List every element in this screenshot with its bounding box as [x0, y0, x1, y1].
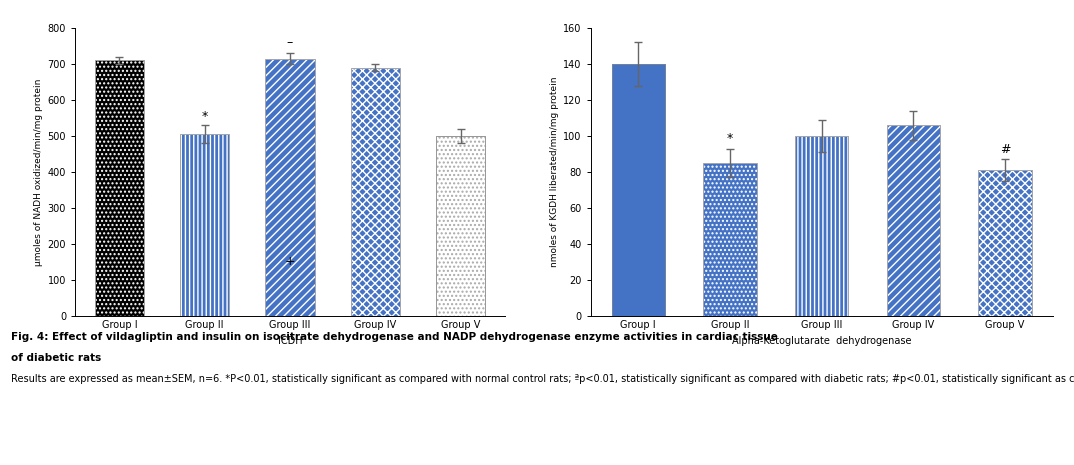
Bar — [350, 67, 400, 316]
Text: –: – — [287, 37, 293, 50]
Text: +: + — [285, 254, 295, 267]
X-axis label: ICDH: ICDH — [278, 336, 302, 346]
Bar — [612, 64, 665, 316]
Bar — [350, 67, 400, 316]
Bar — [703, 163, 756, 316]
Bar — [95, 60, 144, 316]
Bar — [703, 163, 756, 316]
X-axis label: Alpha-Ketoglutarate  dehydrogenase: Alpha-Ketoglutarate dehydrogenase — [731, 336, 912, 346]
Bar — [180, 134, 230, 316]
Bar — [612, 64, 665, 316]
Text: #: # — [1000, 143, 1011, 156]
Text: Results are expressed as mean±SEM, n=6. *P<0.01, statistically significant as co: Results are expressed as mean±SEM, n=6. … — [11, 374, 1074, 385]
Bar — [95, 60, 144, 316]
Bar — [795, 136, 848, 316]
Text: Fig. 4: Effect of vildagliptin and insulin on isocitrate dehydrogenase and NADP : Fig. 4: Effect of vildagliptin and insul… — [11, 332, 778, 343]
Bar — [265, 59, 315, 316]
Bar — [436, 136, 485, 316]
Text: of diabetic rats: of diabetic rats — [11, 353, 101, 364]
Y-axis label: nmoles of KGDH liberated/min/mg protein: nmoles of KGDH liberated/min/mg protein — [550, 77, 558, 267]
Bar — [795, 136, 848, 316]
Y-axis label: μmoles of NADH oxidized/min/mg protein: μmoles of NADH oxidized/min/mg protein — [34, 79, 43, 266]
Text: *: * — [202, 110, 208, 123]
Bar — [978, 170, 1031, 316]
Text: *: * — [727, 132, 734, 145]
Bar — [436, 136, 485, 316]
Bar — [887, 125, 940, 316]
Bar — [265, 59, 315, 316]
Bar — [978, 170, 1031, 316]
Bar — [180, 134, 230, 316]
Bar — [887, 125, 940, 316]
